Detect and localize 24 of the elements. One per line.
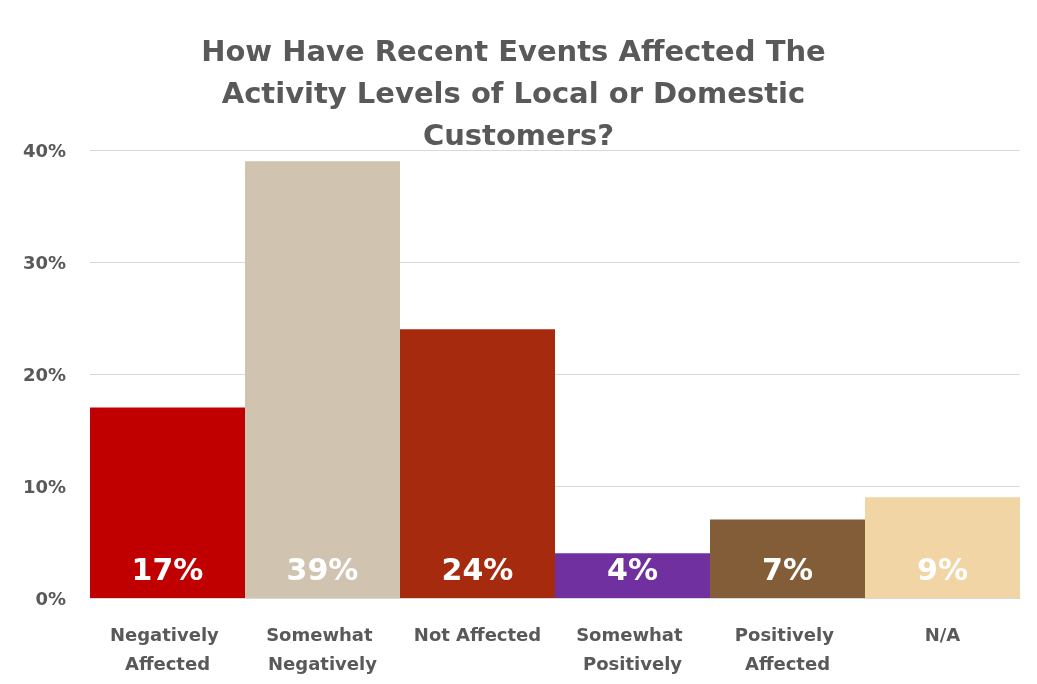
bar [865, 497, 1020, 598]
bar [555, 553, 710, 598]
x-tick-label: Somewhat Positively [576, 624, 689, 674]
data-label: 17% [131, 551, 204, 587]
x-tick-label: Positively Affected [734, 624, 841, 674]
y-tick-label: 20% [22, 363, 66, 385]
chart-title: How Have Recent Events Affected The Activity Levels of Local or Domestic Customers? [201, 34, 836, 152]
y-tick-label: 10% [22, 475, 66, 497]
data-label: 4% [607, 551, 658, 587]
x-tick-label: N/A [924, 624, 961, 645]
y-tick-label: 0% [35, 587, 66, 609]
x-tick-label: Somewhat Negatively [266, 624, 379, 674]
data-label: 39% [286, 551, 359, 587]
bar [90, 407, 245, 598]
bar [710, 519, 865, 598]
data-label: 24% [441, 551, 514, 587]
y-tick-label: 30% [22, 251, 66, 273]
data-label: 9% [917, 551, 968, 587]
x-tick-label: Not Affected [413, 624, 542, 645]
bar [400, 329, 555, 598]
bar [245, 161, 400, 598]
y-tick-label: 40% [22, 139, 66, 161]
x-tick-label: Negatively Affected [109, 624, 226, 674]
data-label: 7% [762, 551, 813, 587]
